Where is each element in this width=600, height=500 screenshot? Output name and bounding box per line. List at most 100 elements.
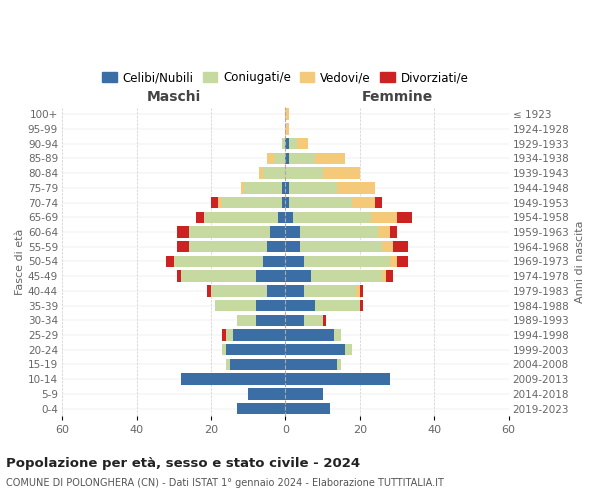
Bar <box>263 168 286 179</box>
Bar <box>389 226 397 237</box>
Bar <box>286 123 289 134</box>
Bar <box>207 285 211 296</box>
Bar <box>286 285 304 296</box>
Bar <box>286 330 334 341</box>
Bar <box>334 330 341 341</box>
Bar <box>311 270 382 282</box>
Bar <box>203 212 278 223</box>
Bar <box>196 212 203 223</box>
Bar <box>397 212 412 223</box>
Bar <box>222 197 281 208</box>
Bar <box>211 197 218 208</box>
Bar <box>281 197 286 208</box>
Bar <box>360 300 364 312</box>
Bar <box>178 270 181 282</box>
Bar <box>237 314 256 326</box>
Bar <box>360 285 364 296</box>
Bar <box>286 374 389 385</box>
Bar <box>337 182 374 194</box>
Bar <box>226 358 230 370</box>
Bar <box>289 197 352 208</box>
Bar <box>304 256 389 267</box>
Bar <box>286 226 300 237</box>
Bar <box>289 152 315 164</box>
Bar <box>281 182 286 194</box>
Bar <box>323 314 326 326</box>
Bar <box>222 344 226 356</box>
Bar <box>181 270 256 282</box>
Bar <box>286 388 323 400</box>
Bar <box>166 256 174 267</box>
Bar <box>178 241 188 252</box>
Bar <box>286 270 311 282</box>
Bar <box>244 182 281 194</box>
Bar <box>278 212 286 223</box>
Bar <box>382 241 393 252</box>
Legend: Celibi/Nubili, Coniugati/e, Vedovi/e, Divorziati/e: Celibi/Nubili, Coniugati/e, Vedovi/e, Di… <box>98 66 473 89</box>
Bar <box>248 388 286 400</box>
Bar <box>256 270 286 282</box>
Bar <box>352 197 374 208</box>
Bar <box>259 168 263 179</box>
Text: Femmine: Femmine <box>361 90 433 104</box>
Bar <box>300 241 382 252</box>
Bar <box>286 168 323 179</box>
Bar <box>178 226 188 237</box>
Bar <box>286 152 289 164</box>
Bar <box>371 212 397 223</box>
Bar <box>393 241 408 252</box>
Bar <box>286 300 315 312</box>
Bar <box>289 138 296 149</box>
Bar <box>374 197 382 208</box>
Bar <box>267 152 274 164</box>
Bar <box>304 285 356 296</box>
Bar <box>281 138 286 149</box>
Bar <box>215 300 256 312</box>
Bar <box>286 212 293 223</box>
Bar <box>256 300 286 312</box>
Bar <box>188 241 267 252</box>
Bar <box>218 197 222 208</box>
Bar <box>386 270 393 282</box>
Bar <box>233 330 286 341</box>
Bar <box>174 256 263 267</box>
Bar <box>222 330 226 341</box>
Bar <box>286 197 289 208</box>
Bar <box>188 226 271 237</box>
Bar <box>315 300 360 312</box>
Bar <box>263 256 286 267</box>
Bar <box>337 358 341 370</box>
Bar <box>226 330 233 341</box>
Bar <box>286 344 345 356</box>
Bar <box>389 256 397 267</box>
Bar <box>286 108 289 120</box>
Text: COMUNE DI POLONGHERA (CN) - Dati ISTAT 1° gennaio 2024 - Elaborazione TUTTITALIA: COMUNE DI POLONGHERA (CN) - Dati ISTAT 1… <box>6 478 444 488</box>
Bar <box>241 182 244 194</box>
Bar <box>271 226 286 237</box>
Y-axis label: Anni di nascita: Anni di nascita <box>575 220 585 302</box>
Bar <box>211 285 267 296</box>
Bar <box>237 403 286 414</box>
Bar <box>382 270 386 282</box>
Bar <box>300 226 379 237</box>
Bar <box>181 374 286 385</box>
Bar <box>286 241 300 252</box>
Bar <box>267 285 286 296</box>
Bar <box>286 314 304 326</box>
Bar <box>397 256 408 267</box>
Bar <box>274 152 286 164</box>
Bar <box>345 344 352 356</box>
Bar <box>256 314 286 326</box>
Text: Maschi: Maschi <box>146 90 201 104</box>
Bar <box>379 226 389 237</box>
Bar <box>323 168 360 179</box>
Bar <box>226 344 286 356</box>
Bar <box>230 358 286 370</box>
Bar <box>286 138 289 149</box>
Bar <box>267 241 286 252</box>
Bar <box>289 182 337 194</box>
Text: Popolazione per età, sesso e stato civile - 2024: Popolazione per età, sesso e stato civil… <box>6 458 360 470</box>
Bar <box>296 138 308 149</box>
Bar <box>286 182 289 194</box>
Bar <box>286 403 330 414</box>
